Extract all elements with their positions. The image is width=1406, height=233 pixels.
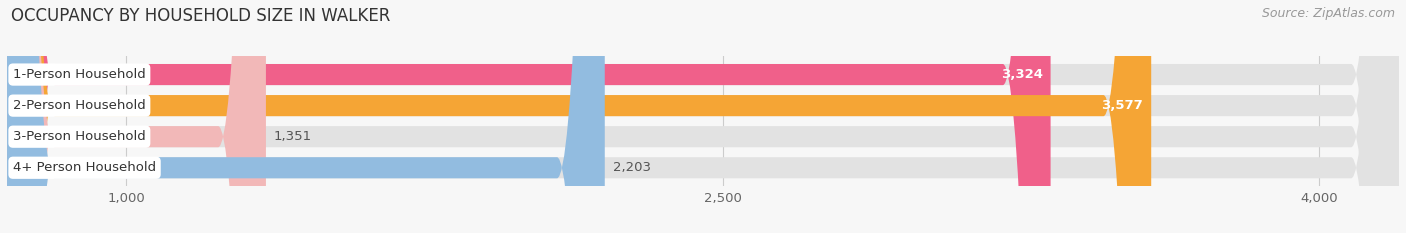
Text: OCCUPANCY BY HOUSEHOLD SIZE IN WALKER: OCCUPANCY BY HOUSEHOLD SIZE IN WALKER xyxy=(11,7,391,25)
Text: 3,324: 3,324 xyxy=(1001,68,1043,81)
FancyBboxPatch shape xyxy=(7,0,1399,233)
Text: Source: ZipAtlas.com: Source: ZipAtlas.com xyxy=(1261,7,1395,20)
Text: 2-Person Household: 2-Person Household xyxy=(13,99,146,112)
FancyBboxPatch shape xyxy=(7,0,1152,233)
FancyBboxPatch shape xyxy=(7,0,266,233)
FancyBboxPatch shape xyxy=(7,0,1050,233)
FancyBboxPatch shape xyxy=(7,0,605,233)
Text: 4+ Person Household: 4+ Person Household xyxy=(13,161,156,174)
FancyBboxPatch shape xyxy=(7,0,1399,233)
Text: 3-Person Household: 3-Person Household xyxy=(13,130,146,143)
FancyBboxPatch shape xyxy=(7,0,1399,233)
Text: 1,351: 1,351 xyxy=(274,130,312,143)
FancyBboxPatch shape xyxy=(7,0,1399,233)
Text: 3,577: 3,577 xyxy=(1101,99,1143,112)
Text: 2,203: 2,203 xyxy=(613,161,651,174)
Text: 1-Person Household: 1-Person Household xyxy=(13,68,146,81)
